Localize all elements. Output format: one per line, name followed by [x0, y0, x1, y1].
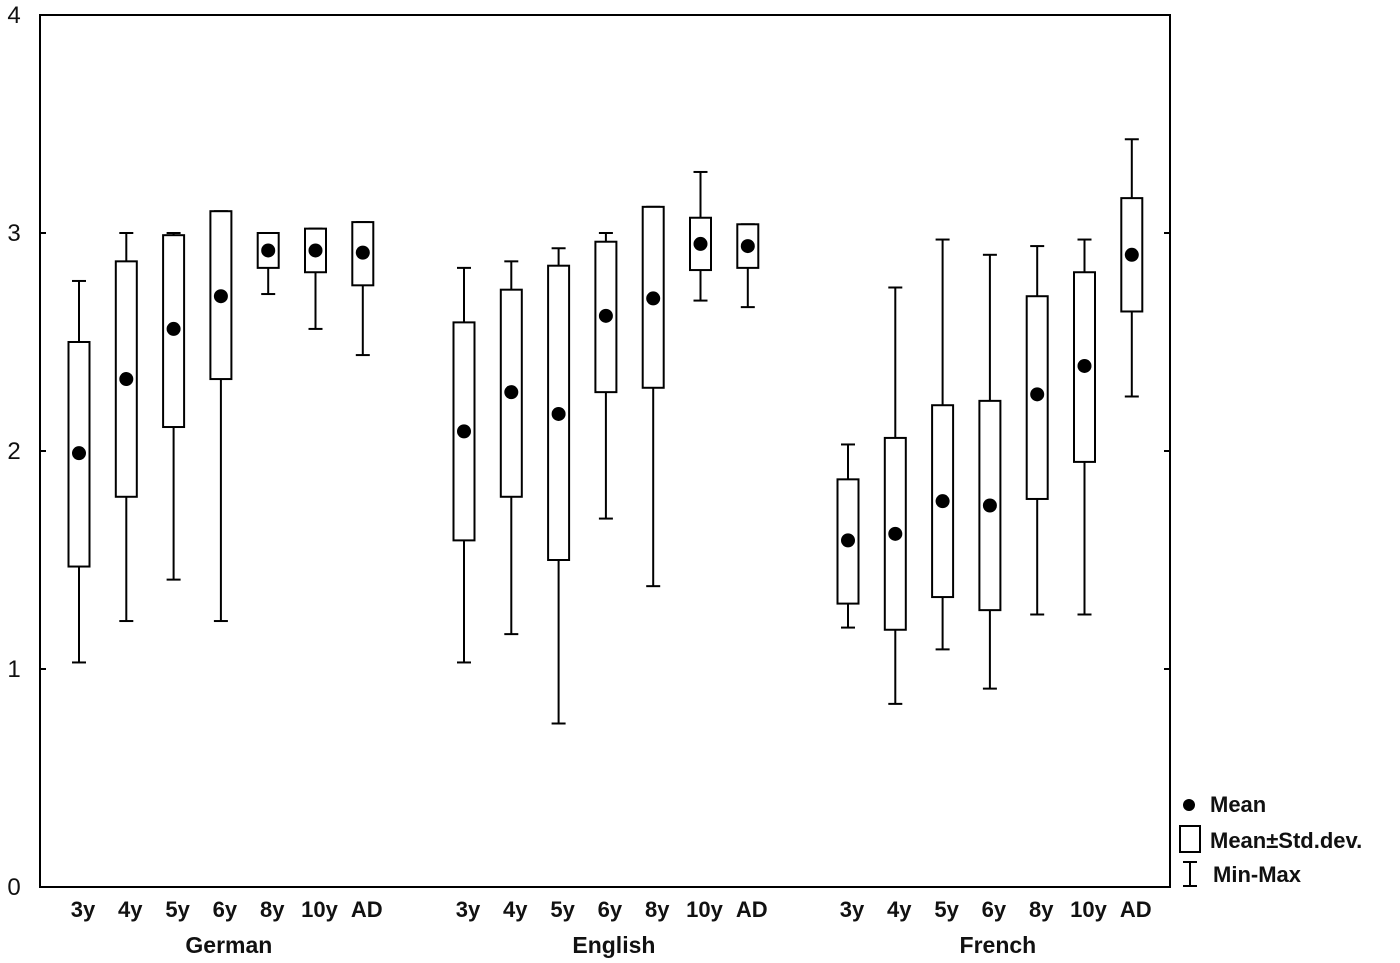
mean-marker — [72, 446, 86, 461]
x-tick-label: 5y — [165, 897, 190, 922]
mean-marker — [693, 236, 708, 251]
x-tick-label: 6y — [982, 897, 1007, 922]
mean-marker — [213, 289, 228, 304]
x-tick-label: 4y — [887, 897, 912, 922]
mean-marker — [1030, 387, 1045, 402]
y-tick-label: 0 — [7, 874, 20, 901]
x-tick-label: 3y — [840, 897, 865, 922]
mean-marker — [598, 308, 613, 323]
x-tick-label: 10y — [1070, 897, 1107, 922]
group-label: English — [572, 932, 655, 958]
x-tick-label: 3y — [456, 897, 481, 922]
legend-mean-marker — [1183, 799, 1195, 811]
x-tick-label: 3y — [71, 897, 96, 922]
mean-marker — [841, 533, 855, 548]
mean-marker — [1077, 358, 1092, 373]
mean-marker — [308, 243, 323, 258]
y-tick-label: 2 — [7, 438, 20, 465]
x-tick-label: AD — [351, 897, 383, 922]
y-axis: 0 1 2 3 4 — [7, 2, 1170, 901]
x-tick-label: 8y — [1029, 897, 1054, 922]
mean-marker — [261, 243, 276, 258]
mean-marker — [355, 245, 370, 260]
mean-marker — [1124, 247, 1139, 262]
group-label: French — [960, 932, 1037, 958]
x-tick-label: 4y — [503, 897, 528, 922]
x-tick-label: AD — [1120, 897, 1152, 922]
legend-box-label: Mean±Std.dev. — [1210, 828, 1362, 853]
legend-box-marker — [1179, 825, 1201, 853]
mean-marker — [457, 424, 471, 439]
y-tick-label: 4 — [7, 2, 20, 29]
x-tick-label: 5y — [550, 897, 575, 922]
x-tick-label: 8y — [645, 897, 670, 922]
boxes-layer — [67, 138, 1144, 725]
y-tick-label: 1 — [7, 656, 20, 683]
legend-whisker-marker — [1183, 861, 1197, 887]
x-tick-label: 8y — [260, 897, 285, 922]
x-tick-label: 6y — [213, 897, 238, 922]
x-tick-label: 5y — [934, 897, 959, 922]
x-tick-label: 10y — [686, 897, 723, 922]
group-label: German — [185, 932, 272, 958]
x-tick-label: 4y — [118, 897, 143, 922]
x-tick-label: AD — [736, 897, 768, 922]
mean-marker — [982, 498, 997, 513]
mean-marker — [888, 526, 903, 541]
x-tick-label: 10y — [301, 897, 338, 922]
y-tick-label: 3 — [7, 220, 20, 247]
mean-marker — [551, 406, 566, 421]
mean-marker — [504, 385, 519, 400]
x-tick-label: 6y — [598, 897, 623, 922]
x-axis: 3y 4y 5y 6y 8y 10y AD German 3y 4y 5y 6y 8y 10y AD Engl… — [71, 897, 1152, 958]
mean-marker — [740, 239, 755, 254]
mean-marker — [935, 494, 950, 509]
mean-marker — [166, 321, 181, 336]
mean-marker — [119, 372, 134, 387]
mean-marker — [646, 291, 661, 306]
legend: Mean Mean±Std.dev. Min-Max — [1179, 792, 1362, 887]
legend-mean-label: Mean — [1210, 792, 1266, 817]
legend-minmax-label: Min-Max — [1213, 862, 1302, 887]
